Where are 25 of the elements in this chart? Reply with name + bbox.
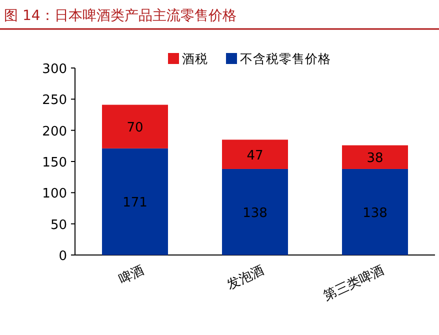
bar [222, 168, 288, 255]
y-tick-label: 0 [58, 249, 67, 264]
legend-label: 酒税 [182, 51, 208, 66]
x-tick-label: 啤酒 [116, 263, 147, 288]
legend-label: 不含税零售价格 [240, 51, 331, 66]
data-label: 138 [362, 206, 388, 221]
x-tick-label: 第三类啤酒 [321, 263, 387, 304]
data-label: 138 [242, 206, 268, 221]
data-label: 70 [126, 120, 144, 136]
bar [102, 104, 168, 148]
data-label: 38 [366, 151, 384, 166]
y-tick-label: 250 [42, 93, 67, 108]
y-tick-label: 150 [42, 156, 67, 170]
data-label: 171 [122, 196, 148, 211]
bar [342, 145, 408, 169]
bar [342, 168, 408, 255]
y-tick-label: 200 [42, 124, 67, 140]
y-tick-label: 50 [50, 218, 67, 233]
data-label: 47 [246, 148, 264, 164]
bar [222, 140, 288, 169]
chart-title: 图 14：日本啤酒类产品主流零售价格 [4, 8, 236, 24]
x-tick-label: 发泡酒 [225, 263, 267, 294]
y-tick-label: 100 [42, 186, 67, 202]
bar [102, 148, 168, 255]
y-tick-label: 300 [42, 62, 67, 77]
